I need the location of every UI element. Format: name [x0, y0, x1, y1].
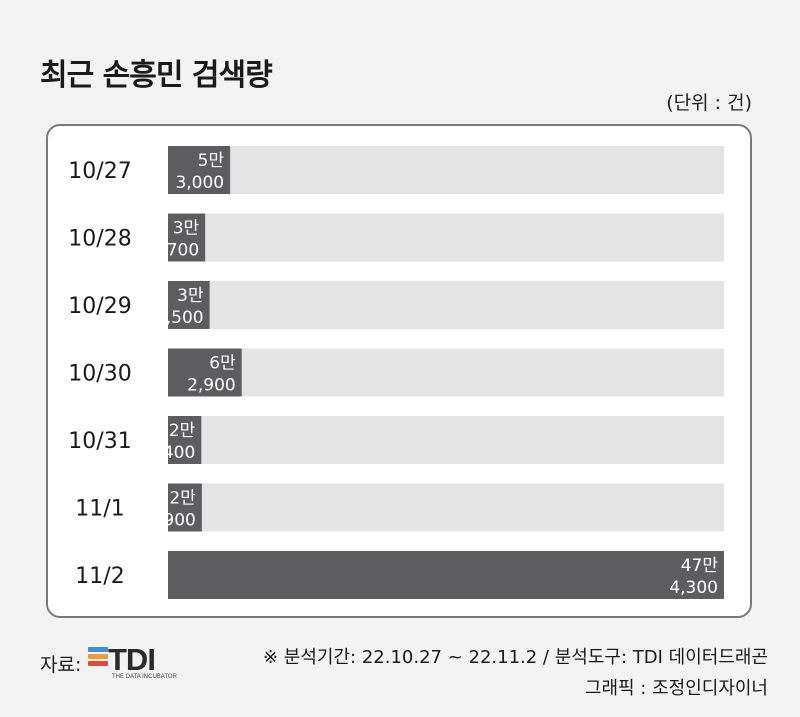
date-label: 11/1: [75, 497, 124, 522]
analysis-period-note: ※ 분석기간: 22.10.27 ~ 22.11.2 / 분석도구: TDI 데…: [263, 647, 768, 668]
bar-track: [168, 483, 724, 532]
logo-text: TDI: [108, 642, 156, 677]
value-label-top: 3만: [173, 219, 200, 239]
chart-title: 최근 손흥민 검색량: [40, 58, 273, 93]
date-label: 11/2: [75, 564, 124, 589]
bar: [168, 551, 724, 599]
value-label-top: 5만: [198, 151, 225, 171]
value-label-bottom: 8,900: [147, 511, 196, 531]
value-label-top: 47만: [681, 556, 719, 576]
bar: [168, 483, 202, 532]
graphic-credit: 그래픽 : 조정인디자이너: [584, 678, 768, 699]
date-label: 10/28: [68, 227, 131, 252]
value-label-bottom: 8,400: [147, 443, 196, 463]
bar-track: [168, 146, 724, 194]
value-label-top: 3만: [177, 286, 204, 306]
date-label: 10/31: [68, 429, 131, 454]
chart-panel: 10/27 5만 3,000 10/28 3만 1,700 10/29 3만 5,500 10/3…: [46, 124, 752, 618]
logo-subtitle: THE DATA INCUBATOR: [112, 674, 177, 680]
date-label: 10/30: [68, 362, 131, 387]
bar: [168, 146, 231, 194]
date-label: 10/29: [68, 294, 131, 319]
bar: [168, 213, 206, 262]
logo-stripes-icon: [88, 647, 108, 673]
bar-track: [168, 281, 724, 329]
unit-label: (단위 : 건): [666, 92, 752, 114]
bar: [168, 281, 210, 329]
value-label-bottom: 3,000: [175, 173, 224, 193]
bar: [168, 416, 202, 464]
value-label-top: 6만: [209, 354, 236, 374]
date-label: 10/27: [68, 159, 131, 184]
bar-track: [168, 213, 724, 262]
value-label-bottom: 1,700: [150, 241, 199, 261]
value-label-top: 2만: [169, 421, 196, 441]
bar: [168, 348, 242, 397]
source-label: 자료:: [40, 654, 82, 676]
value-label-top: 2만: [169, 489, 196, 509]
value-label-bottom: 5,500: [155, 308, 204, 328]
value-label-bottom: 4,300: [669, 578, 718, 598]
tdi-logo: TDI THE DATA INCUBATOR: [88, 642, 178, 684]
bar-track: [168, 416, 724, 464]
value-label-bottom: 2,900: [187, 376, 236, 396]
bar-track: [168, 348, 724, 397]
